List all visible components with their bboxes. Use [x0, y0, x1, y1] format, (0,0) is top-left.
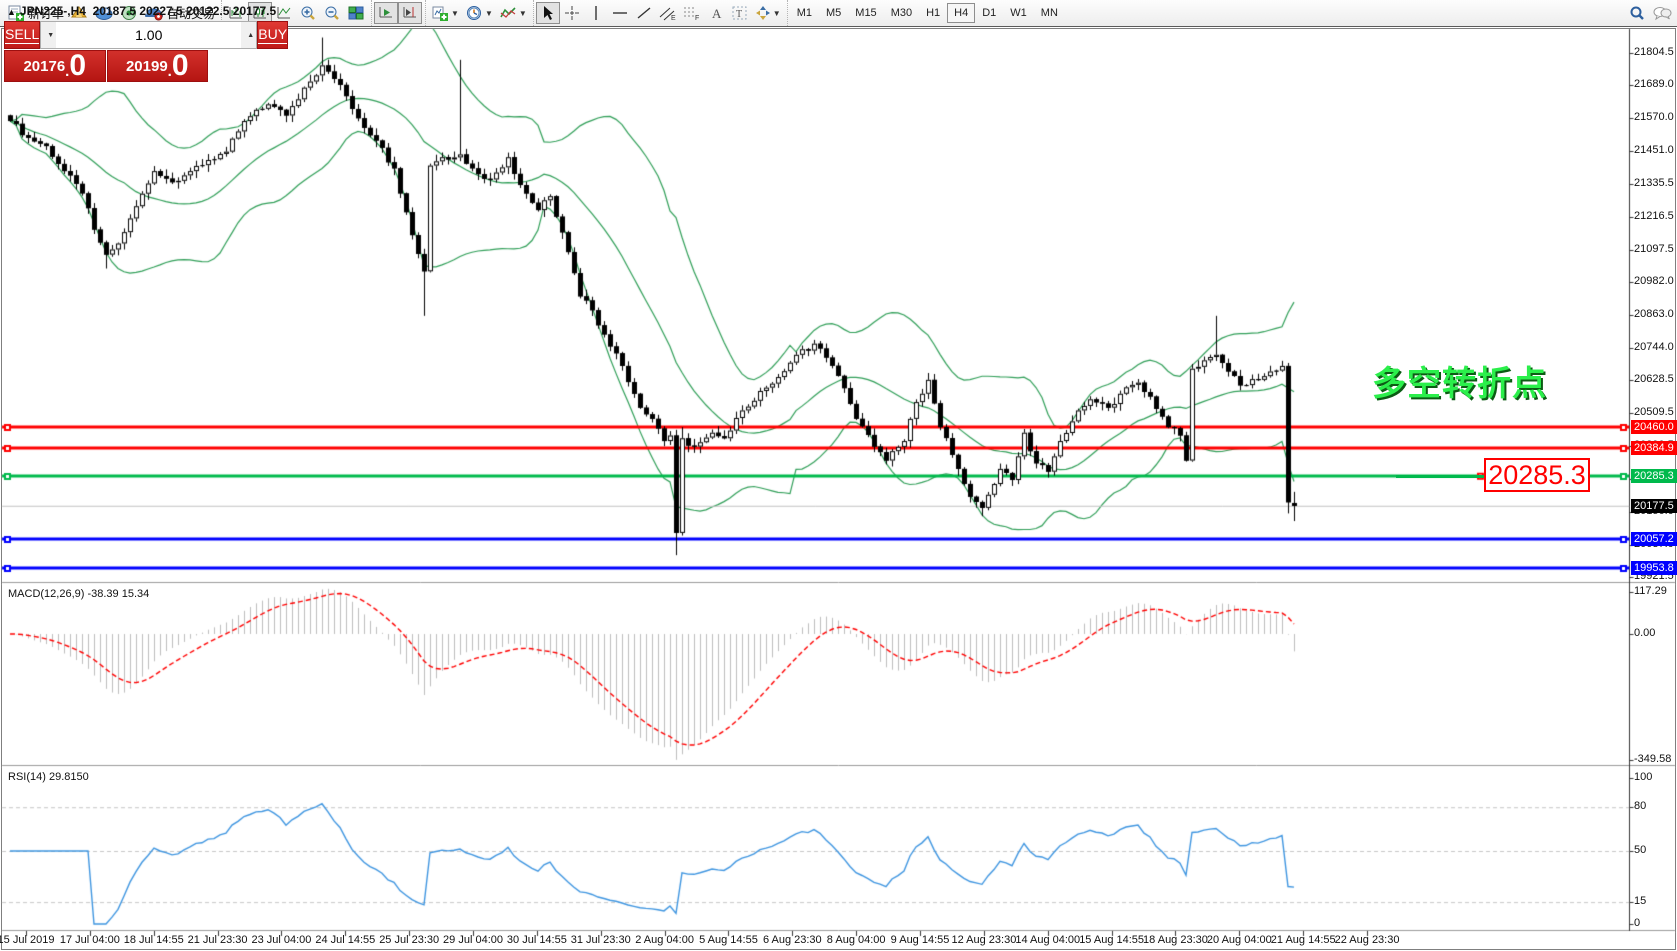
rsi-axis-label: 80 [1634, 800, 1647, 813]
time-axis-label: 30 Jul 14:55 [506, 934, 567, 946]
level-price-tag: 20285.3 [1631, 468, 1677, 483]
price-axis-label: 20509.5 [1634, 406, 1674, 419]
volume-stepper: ▼ ▲ [40, 21, 258, 49]
price-annotation-box: 20285.3 [1484, 458, 1590, 492]
sell-button[interactable]: SELL [4, 21, 41, 49]
time-axis-label: 22 Aug 23:30 [1334, 934, 1400, 946]
price-axis-label: 21216.5 [1634, 209, 1674, 222]
price-axis-label: 21451.0 [1634, 144, 1674, 157]
rsi-axis-label: 0 [1634, 917, 1641, 929]
one-click-trading-panel: SELL ▼ ▲ BUY 20176.0 20199.0 [4, 21, 289, 82]
time-axis-label: 25 Jul 23:30 [379, 934, 440, 946]
time-axis-label: 17 Jul 04:00 [59, 934, 120, 946]
time-axis-label: 18 Jul 14:55 [123, 934, 184, 946]
time-axis-label: 21 Aug 14:55 [1270, 934, 1336, 946]
level-price-tag: 20384.9 [1631, 441, 1677, 456]
rsi-axis-label: 15 [1634, 895, 1647, 908]
price-axis-label: 21335.5 [1634, 176, 1674, 189]
macd-axis-label: 117.29 [1634, 584, 1667, 597]
time-axis-label: 29 Jul 04:00 [443, 934, 503, 946]
time-axis-label: 15 Aug 14:55 [1079, 934, 1145, 946]
time-axis-label: 9 Aug 14:55 [890, 934, 950, 946]
collapse-triangle-icon[interactable]: ▲ [7, 7, 16, 17]
price-axis-label: 21689.0 [1634, 78, 1674, 91]
price-axis-label: 20628.5 [1634, 373, 1674, 386]
level-price-tag: 20057.2 [1631, 532, 1677, 547]
volume-input[interactable] [56, 22, 242, 48]
time-axis-label: 24 Jul 14:55 [315, 934, 376, 946]
price-axis-label: 20744.0 [1634, 341, 1674, 354]
time-axis-label: 12 Aug 23:30 [951, 934, 1017, 946]
time-axis-label: 8 Aug 04:00 [826, 934, 886, 946]
price-axis-label: 20982.0 [1634, 274, 1674, 287]
macd-axis-label: 0.00 [1634, 627, 1656, 639]
time-axis-label: 15 Jul 2019 [0, 934, 55, 946]
time-axis-label: 20 Aug 04:00 [1206, 934, 1272, 946]
buy-price[interactable]: 20199. 0 [106, 50, 208, 82]
time-axis-label: 31 Jul 23:30 [570, 934, 631, 946]
symbol-period: JPN225-,H4 [19, 4, 86, 18]
rsi-axis-label: 50 [1634, 844, 1647, 856]
turning-point-annotation: 多空转折点 [1372, 365, 1547, 403]
time-axis-label: 21 Jul 23:30 [187, 934, 248, 946]
level-price-tag: 19953.8 [1631, 561, 1677, 575]
time-axis-label: 14 Aug 04:00 [1015, 934, 1081, 946]
sell-price[interactable]: 20176. 0 [4, 50, 106, 82]
rsi-pane-title: RSI(14) 29.8150 [8, 771, 89, 783]
ohlc-readout: 20187.5 20227.5 20122.5 20177.5 [92, 4, 277, 18]
macd-axis-label: -349.58 [1634, 752, 1672, 765]
rsi-axis-label: 100 [1634, 771, 1653, 783]
buy-button[interactable]: BUY [257, 21, 289, 49]
macd-pane-title: MACD(12,26,9) -38.39 15.34 [8, 588, 150, 600]
price-axis-label: 21804.5 [1634, 46, 1674, 58]
level-price-tag: 20460.0 [1631, 420, 1677, 435]
time-axis-label: 18 Aug 23:30 [1143, 934, 1208, 946]
price-axis-label: 20863.0 [1634, 308, 1674, 320]
chart-title: ▲ JPN225-,H4 20187.5 20227.5 20122.5 2017… [7, 4, 276, 18]
annotation-connector-line [1396, 474, 1484, 478]
price-axis-label: 21097.5 [1634, 242, 1674, 255]
bid-price-tag: 20177.5 [1631, 498, 1677, 513]
time-axis-label: 23 Jul 04:00 [251, 934, 312, 946]
volume-down-button[interactable]: ▼ [41, 22, 57, 48]
price-axis-label: 21570.0 [1634, 111, 1674, 124]
volume-up-button[interactable]: ▲ [241, 22, 257, 48]
time-axis-label: 2 Aug 04:00 [635, 934, 694, 946]
time-axis-label: 6 Aug 23:30 [762, 934, 822, 946]
time-axis-label: 5 Aug 14:55 [699, 934, 758, 946]
